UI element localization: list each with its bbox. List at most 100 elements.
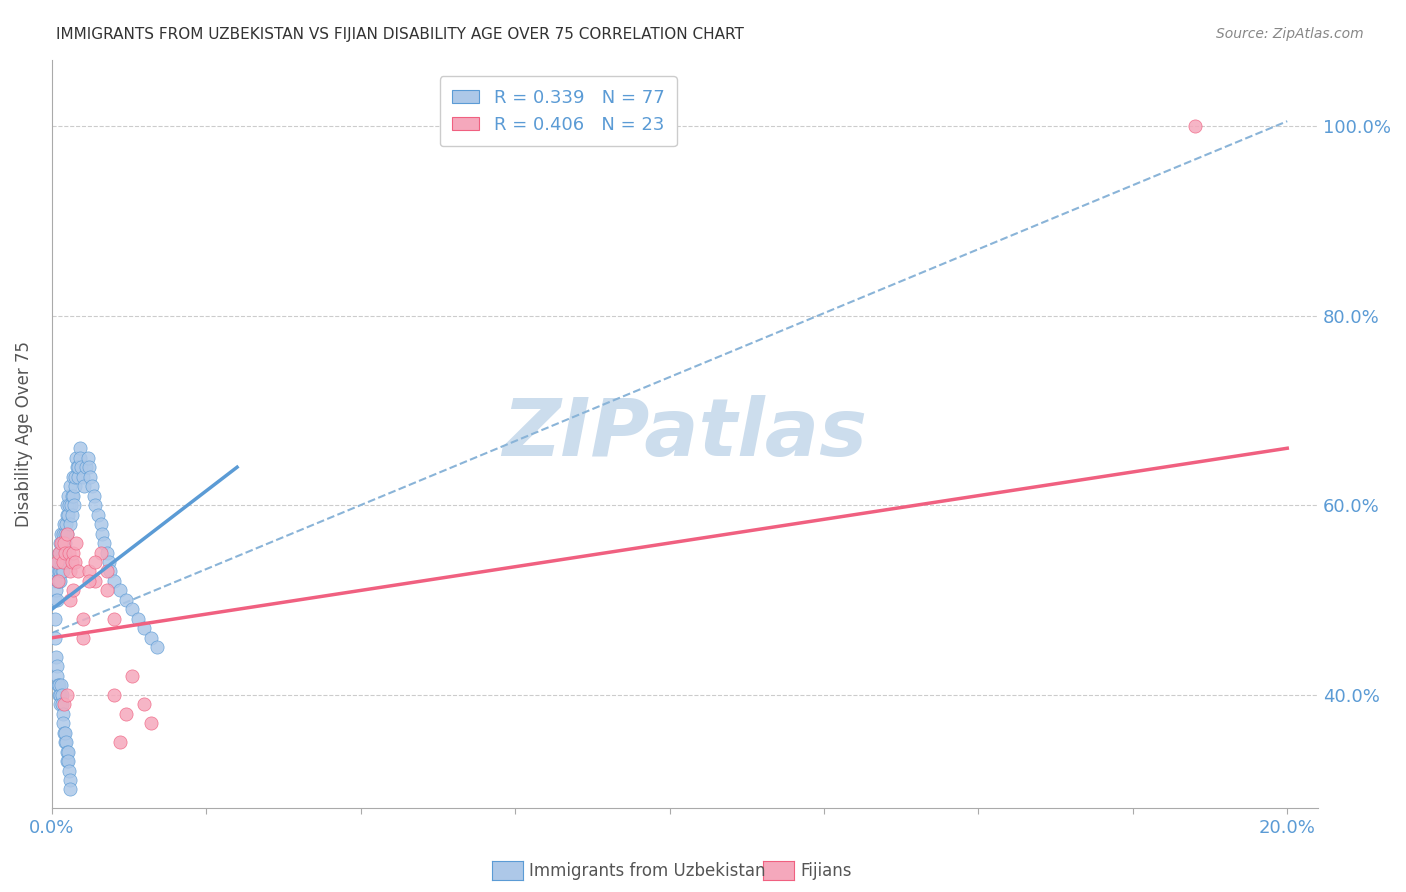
Point bbox=[49, 678, 72, 692]
Point bbox=[48, 678, 70, 692]
Point bbox=[49, 545, 72, 559]
Point bbox=[45, 659, 67, 673]
Point bbox=[58, 754, 80, 768]
Point bbox=[46, 669, 69, 683]
Point bbox=[62, 583, 84, 598]
Point bbox=[53, 536, 76, 550]
Point bbox=[62, 469, 84, 483]
Point bbox=[83, 489, 105, 503]
Point bbox=[60, 489, 83, 503]
Point bbox=[59, 565, 82, 579]
Point bbox=[44, 631, 66, 645]
Point bbox=[55, 508, 77, 522]
Point bbox=[45, 565, 67, 579]
Point bbox=[103, 574, 125, 588]
Point bbox=[53, 555, 76, 569]
Point bbox=[52, 555, 75, 569]
Point bbox=[56, 526, 79, 541]
Point bbox=[49, 536, 72, 550]
Point bbox=[51, 536, 73, 550]
Point bbox=[56, 754, 79, 768]
Point bbox=[45, 555, 67, 569]
Point bbox=[59, 593, 82, 607]
Point bbox=[91, 526, 114, 541]
Point bbox=[121, 669, 143, 683]
Point bbox=[52, 706, 75, 721]
Point bbox=[62, 489, 84, 503]
Point bbox=[60, 555, 83, 569]
Point bbox=[44, 593, 66, 607]
Point bbox=[56, 688, 79, 702]
Point bbox=[62, 545, 84, 559]
Point bbox=[51, 565, 73, 579]
Point bbox=[59, 498, 82, 512]
Point bbox=[84, 574, 107, 588]
Point bbox=[51, 697, 73, 711]
Text: ZIPatlas: ZIPatlas bbox=[502, 395, 868, 473]
Point bbox=[53, 697, 76, 711]
Point bbox=[53, 526, 76, 541]
Point bbox=[103, 612, 125, 626]
Point bbox=[63, 479, 86, 493]
Point bbox=[1184, 119, 1206, 133]
Point bbox=[45, 583, 67, 598]
Point bbox=[45, 649, 67, 664]
Point bbox=[65, 555, 87, 569]
Point bbox=[49, 688, 72, 702]
Point bbox=[108, 735, 131, 749]
Point bbox=[121, 602, 143, 616]
Point bbox=[134, 697, 156, 711]
Point bbox=[44, 574, 66, 588]
Point bbox=[49, 555, 72, 569]
Point bbox=[48, 545, 70, 559]
Point bbox=[49, 526, 72, 541]
Point bbox=[58, 764, 80, 778]
Point bbox=[60, 508, 83, 522]
Point bbox=[65, 536, 87, 550]
Point bbox=[108, 583, 131, 598]
Point bbox=[97, 555, 120, 569]
Point bbox=[76, 450, 98, 465]
Point bbox=[59, 517, 82, 532]
Point bbox=[46, 593, 69, 607]
Point bbox=[58, 508, 80, 522]
Point bbox=[134, 621, 156, 635]
Point bbox=[56, 526, 79, 541]
Point bbox=[59, 772, 82, 787]
Point bbox=[77, 574, 100, 588]
Point bbox=[46, 678, 69, 692]
Point bbox=[84, 555, 107, 569]
Point bbox=[90, 545, 112, 559]
Point bbox=[145, 640, 167, 655]
Point bbox=[139, 631, 162, 645]
Point bbox=[66, 469, 89, 483]
Point bbox=[51, 688, 73, 702]
Y-axis label: Disability Age Over 75: Disability Age Over 75 bbox=[15, 341, 32, 527]
Point bbox=[127, 612, 149, 626]
Point bbox=[77, 565, 100, 579]
Point bbox=[100, 565, 122, 579]
Point bbox=[115, 706, 138, 721]
Point bbox=[73, 479, 96, 493]
Point bbox=[56, 745, 79, 759]
Point bbox=[58, 498, 80, 512]
Point bbox=[59, 479, 82, 493]
Text: Source: ZipAtlas.com: Source: ZipAtlas.com bbox=[1216, 27, 1364, 41]
Point bbox=[59, 782, 82, 797]
Point bbox=[52, 565, 75, 579]
Point bbox=[69, 442, 91, 456]
Point bbox=[84, 498, 107, 512]
Point bbox=[53, 545, 76, 559]
Point bbox=[52, 716, 75, 731]
Point bbox=[55, 517, 77, 532]
Point bbox=[53, 545, 76, 559]
Point bbox=[93, 536, 115, 550]
Point bbox=[52, 526, 75, 541]
Point bbox=[77, 460, 100, 475]
Point bbox=[72, 612, 94, 626]
Point bbox=[53, 735, 76, 749]
Point bbox=[53, 725, 76, 739]
Point bbox=[58, 545, 80, 559]
Point bbox=[48, 545, 70, 559]
Point bbox=[139, 716, 162, 731]
